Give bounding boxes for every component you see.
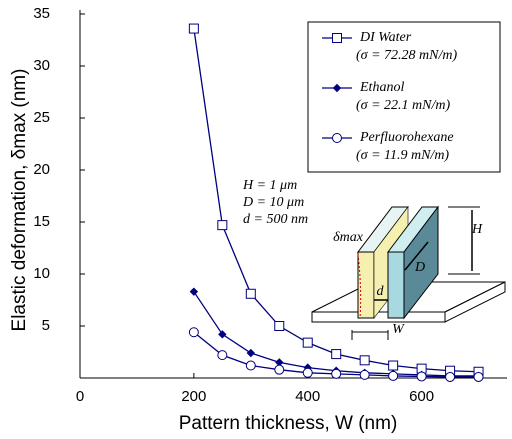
marker bbox=[218, 330, 227, 339]
marker bbox=[245, 288, 256, 299]
inset-label: H bbox=[471, 222, 483, 237]
marker bbox=[416, 371, 427, 382]
y-tick-label: 5 bbox=[42, 317, 50, 334]
legend-note: (σ = 11.9 mN/m) bbox=[356, 148, 449, 163]
legend-marker bbox=[332, 133, 342, 143]
marker bbox=[331, 368, 342, 379]
y-tick-label: 20 bbox=[33, 161, 50, 178]
marker bbox=[246, 348, 256, 358]
marker bbox=[245, 360, 256, 371]
y-tick-label: 25 bbox=[33, 109, 50, 126]
legend-label: Perfluorohexane bbox=[359, 130, 454, 145]
y-tick-label: 10 bbox=[33, 265, 50, 282]
legend-note: (σ = 72.28 mN/m) bbox=[356, 48, 457, 63]
y-axis-label: Elastic deformation, δmax (nm) bbox=[9, 69, 30, 332]
marker bbox=[302, 337, 313, 348]
x-tick-label: 0 bbox=[76, 388, 84, 405]
inset-label: W bbox=[392, 322, 405, 337]
legend-marker bbox=[332, 83, 342, 93]
marker bbox=[274, 321, 285, 331]
marker bbox=[331, 349, 342, 360]
annotation: D = 10 μm bbox=[242, 195, 304, 210]
marker bbox=[302, 367, 313, 378]
x-tick-label: 200 bbox=[181, 388, 206, 405]
legend-note: (σ = 22.1 mN/m) bbox=[356, 98, 450, 113]
marker bbox=[188, 327, 199, 338]
inset-label: d bbox=[377, 284, 385, 299]
annotation: H = 1 μm bbox=[242, 178, 297, 193]
marker bbox=[189, 287, 199, 296]
marker bbox=[217, 350, 228, 361]
legend-label: DI Water bbox=[359, 30, 412, 45]
legend-marker bbox=[332, 33, 342, 43]
x-tick-label: 600 bbox=[409, 388, 434, 405]
marker bbox=[388, 360, 399, 371]
marker bbox=[359, 369, 370, 380]
y-tick-label: 35 bbox=[33, 5, 50, 22]
marker bbox=[274, 364, 285, 375]
y-tick-label: 15 bbox=[33, 213, 50, 230]
marker bbox=[188, 23, 199, 34]
marker bbox=[217, 220, 228, 231]
inset-label: D bbox=[414, 260, 425, 275]
legend-box bbox=[307, 21, 501, 173]
y-tick-label: 30 bbox=[33, 57, 50, 74]
marker bbox=[445, 371, 456, 382]
marker bbox=[388, 370, 399, 381]
x-axis-label: Pattern thickness, W (nm) bbox=[179, 413, 398, 434]
inset-diagram bbox=[311, 205, 506, 340]
x-tick-label: 400 bbox=[295, 388, 320, 405]
marker bbox=[359, 355, 370, 366]
inset-label: δmax bbox=[333, 230, 364, 245]
legend-label: Ethanol bbox=[359, 80, 404, 95]
annotation: d = 500 nm bbox=[243, 212, 308, 227]
marker bbox=[473, 371, 484, 382]
